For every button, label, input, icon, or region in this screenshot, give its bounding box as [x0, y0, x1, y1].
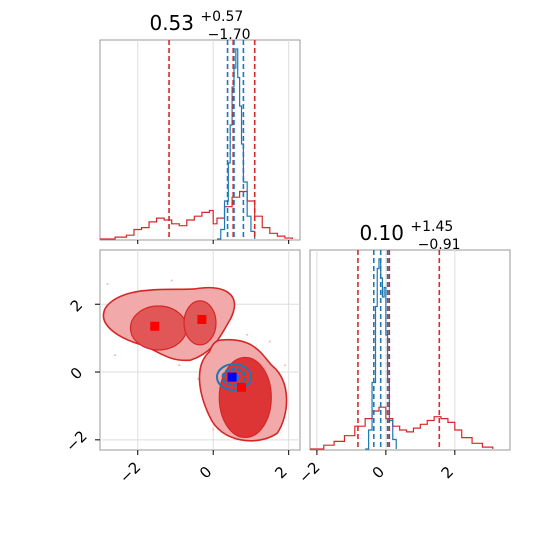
- title-value: 0.53: [149, 11, 194, 35]
- x-tick-label: −2: [295, 458, 323, 486]
- histogram-panel-p2: −2 0 2 0.10 +1.45 −0.91: [295, 212, 511, 487]
- truth-marker: [227, 372, 237, 382]
- title-lower: −0.91: [418, 237, 461, 253]
- scatter-point: [197, 377, 200, 380]
- contour-panel: −2 −2 0 0 2 2: [62, 249, 301, 487]
- truth-marker: [197, 314, 207, 324]
- x-tick-label: −2: [116, 458, 144, 486]
- panel-frame: [309, 249, 511, 451]
- scatter-point: [268, 340, 271, 343]
- scatter-point: [178, 364, 181, 367]
- y-tick-label: −2: [62, 427, 90, 455]
- scatter-point: [170, 279, 173, 282]
- panel-frame: [99, 39, 301, 241]
- histogram-panel-p1: 0.53 +0.57 −1.70: [99, 2, 301, 244]
- y-tick-label: 0: [67, 364, 86, 383]
- scatter-point: [246, 333, 249, 336]
- title-value: 0.10: [359, 221, 404, 245]
- x-tick-label: 2: [271, 463, 290, 482]
- panel-title-p2: 0.10 +1.45 −0.91: [359, 212, 460, 253]
- title-lower: −1.70: [208, 27, 251, 43]
- title-upper: +1.45: [410, 219, 453, 235]
- histogram-step-series-0: [310, 406, 494, 450]
- x-tick-label: 0: [196, 463, 215, 482]
- x-tick-label: 2: [438, 463, 457, 482]
- histogram-step-series-0: [100, 190, 294, 240]
- panel-title-p1: 0.53 +0.57 −1.70: [149, 2, 250, 43]
- scatter-point: [114, 354, 117, 357]
- scatter-point: [212, 428, 215, 431]
- x-tick-label: 0: [369, 463, 388, 482]
- contour-blue-outer: [215, 363, 252, 392]
- truth-marker: [150, 321, 160, 331]
- contour-blue-inner: [221, 367, 247, 387]
- y-tick-label: 2: [67, 296, 86, 315]
- scatter-point: [106, 282, 109, 285]
- truth-marker: [237, 382, 247, 392]
- scatter-point: [283, 364, 286, 367]
- title-upper: +0.57: [200, 9, 243, 25]
